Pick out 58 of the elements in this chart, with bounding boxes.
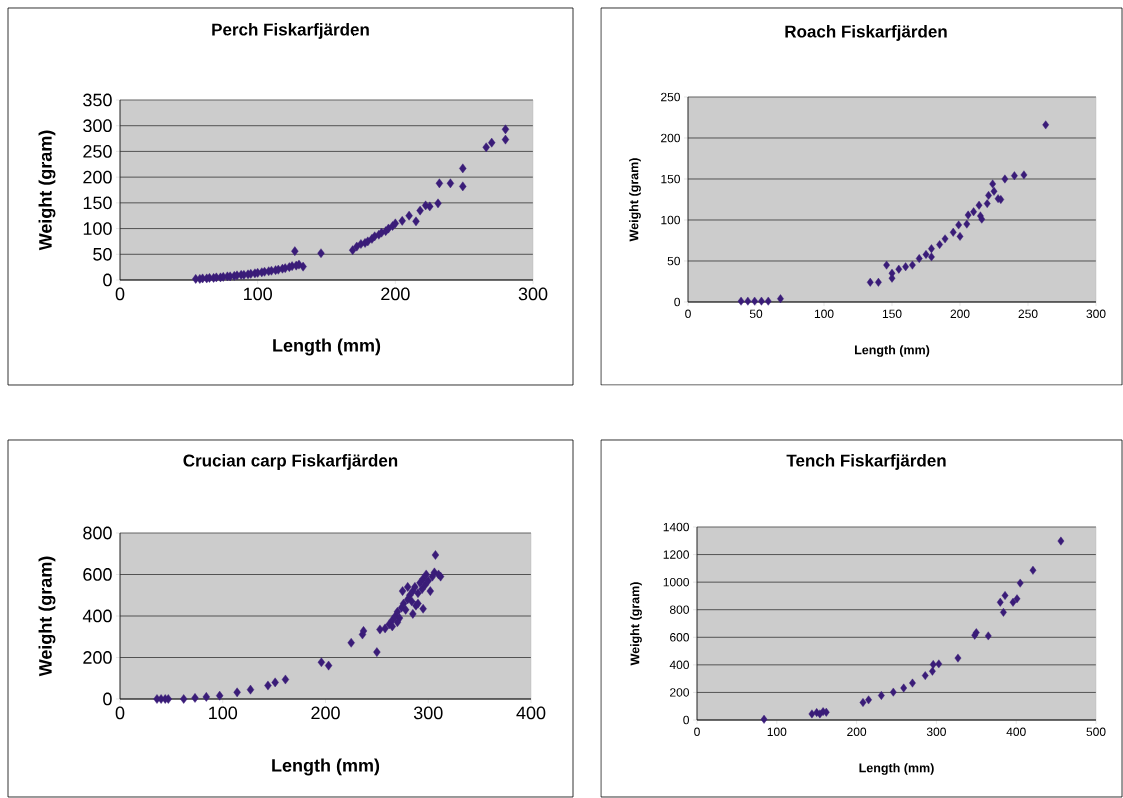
x-tick-label: 100 bbox=[209, 706, 238, 720]
y-tick-label: 1000 bbox=[663, 577, 690, 587]
y-tick-label: 400 bbox=[82, 609, 112, 623]
y-tick-label: 200 bbox=[661, 133, 681, 143]
x-tick-label: 0 bbox=[115, 706, 125, 720]
x-axis-title: Length (mm) bbox=[273, 338, 381, 356]
y-axis-title: Weight (gram) bbox=[629, 158, 641, 242]
x-tick-label: 300 bbox=[413, 706, 443, 720]
x-axis-title: Length (mm) bbox=[855, 345, 930, 357]
y-tick-label: 200 bbox=[83, 170, 112, 184]
y-tick-label: 150 bbox=[661, 174, 681, 184]
y-tick-label: 250 bbox=[661, 92, 681, 102]
y-tick-label: 350 bbox=[83, 93, 112, 107]
x-tick-label: 150 bbox=[882, 309, 902, 319]
y-tick-label: 0 bbox=[103, 273, 112, 287]
x-tick-label: 200 bbox=[311, 706, 340, 720]
x-tick-label: 300 bbox=[1086, 309, 1106, 319]
y-tick-label: 600 bbox=[83, 568, 112, 581]
y-axis-title: Weight (gram) bbox=[630, 582, 642, 666]
y-axis-title: Weight (gram) bbox=[38, 556, 56, 677]
y-tick-label: 800 bbox=[669, 605, 690, 614]
x-tick-label: 100 bbox=[814, 309, 834, 319]
x-tick-label: 0 bbox=[694, 727, 700, 737]
y-tick-label: 50 bbox=[93, 247, 112, 261]
y-tick-label: 250 bbox=[83, 145, 112, 158]
y-axis-title: Weight (gram) bbox=[38, 130, 56, 251]
chart-title: Roach Fiskarfjärden bbox=[785, 25, 947, 41]
x-tick-label: 100 bbox=[244, 287, 272, 301]
y-tick-label: 600 bbox=[670, 633, 690, 642]
x-tick-label: 300 bbox=[926, 727, 946, 737]
x-tick-label: 500 bbox=[1086, 727, 1106, 737]
x-tick-label: 200 bbox=[950, 309, 970, 319]
y-tick-label: 50 bbox=[667, 256, 681, 266]
chart-title: Crucian carp Fiskarfjärden bbox=[183, 454, 398, 470]
y-tick-label: 200 bbox=[670, 688, 690, 697]
x-tick-label: 300 bbox=[518, 287, 548, 301]
x-tick-label: 250 bbox=[1018, 309, 1038, 319]
y-tick-label: 200 bbox=[83, 651, 112, 664]
y-tick-label: 150 bbox=[83, 196, 112, 210]
chart-title: Perch Fiskarfjärden bbox=[212, 23, 369, 39]
x-tick-label: 50 bbox=[749, 309, 763, 319]
x-tick-label: 100 bbox=[767, 727, 787, 737]
chart-title: Tench Fiskarfjärden bbox=[786, 454, 946, 470]
y-tick-label: 0 bbox=[103, 692, 112, 706]
y-tick-label: 300 bbox=[83, 119, 112, 133]
x-tick-label: 200 bbox=[847, 727, 867, 737]
y-tick-label: 100 bbox=[83, 222, 112, 235]
x-tick-label: 400 bbox=[1006, 727, 1026, 737]
y-tick-label: 400 bbox=[669, 660, 690, 670]
x-tick-label: 400 bbox=[516, 706, 546, 720]
y-tick-label: 100 bbox=[661, 215, 681, 225]
y-tick-label: 1200 bbox=[663, 550, 690, 559]
x-tick-label: 200 bbox=[381, 287, 410, 301]
x-axis-title: Length (mm) bbox=[859, 763, 934, 775]
x-tick-label: 0 bbox=[115, 287, 125, 301]
x-axis-title: Length (mm) bbox=[272, 758, 380, 776]
y-tick-label: 800 bbox=[83, 526, 112, 540]
y-tick-label: 1400 bbox=[663, 522, 690, 532]
